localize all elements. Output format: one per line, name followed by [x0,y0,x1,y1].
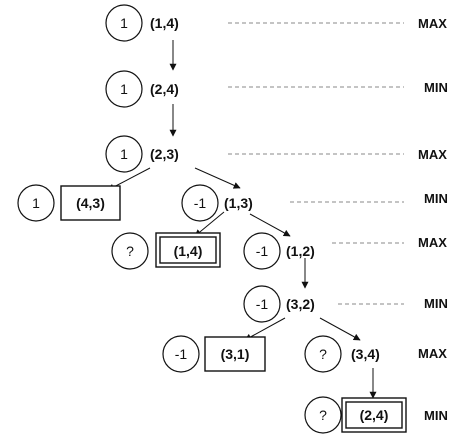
tree-node-repeated: ? (2,4) [304,396,407,434]
node-state: (1,4) [150,15,179,31]
value-circle [304,335,342,373]
tree-node: -1 (3,2) [243,285,315,323]
repeated-state-box-inner [159,236,217,264]
value-circle [243,232,281,270]
tree-node: -1 (1,2) [243,232,315,270]
value-circle [105,4,143,42]
node-value: 1 [32,195,40,211]
level-guides [228,22,404,305]
edge-arrow [194,167,241,189]
tree-node-repeated: ? (1,4) [111,232,221,270]
node-state: (3,1) [221,346,250,362]
node-state: (3,2) [286,296,315,312]
node-state: (2,4) [360,407,389,423]
tree-node-terminal: 1 (4,3) [17,184,121,222]
node-state: (3,4) [351,346,380,362]
value-circle [162,335,200,373]
tree-node: 1 (2,3) [105,135,179,173]
node-value: -1 [194,195,207,211]
terminal-box [204,336,266,372]
level-label: MIN [424,80,448,95]
node-value: -1 [256,243,269,259]
terminal-box [60,185,121,221]
node-value: 1 [120,81,128,97]
value-circle [17,184,55,222]
node-state: (1,3) [224,195,253,211]
value-circle [111,232,149,270]
level-label: MAX [418,235,447,250]
level-label: MAX [418,16,447,31]
value-circle [304,396,342,434]
value-circle [105,135,143,173]
tree-node: ? (3,4) [304,335,380,373]
node-value: ? [126,243,134,259]
tree-edges [107,40,377,399]
node-value: -1 [175,346,188,362]
edge-arrow [249,213,291,237]
value-circle [181,184,219,222]
node-value: 1 [120,15,128,31]
level-label: MIN [424,296,448,311]
node-state: (1,2) [286,243,315,259]
level-labels: MAX MIN MAX MIN MAX MIN MAX MIN [418,16,448,423]
node-state: (2,4) [150,81,179,97]
value-circle [105,70,143,108]
level-label: MAX [418,346,447,361]
edge-arrow [319,317,361,341]
level-label: MIN [424,191,448,206]
edge-arrow [194,211,225,237]
node-value: ? [319,346,327,362]
node-state: (2,3) [150,146,179,162]
node-state: (4,3) [76,195,105,211]
node-value: -1 [256,296,269,312]
level-label: MIN [424,408,448,423]
node-value: ? [319,407,327,423]
level-label: MAX [418,147,447,162]
tree-node-terminal: -1 (3,1) [162,335,266,373]
tree-node: 1 (1,4) [105,4,179,42]
value-circle [243,285,281,323]
tree-node: 1 (2,4) [105,70,179,108]
tree-node: -1 (1,3) [181,184,253,222]
node-value: 1 [120,146,128,162]
repeated-state-box-inner [345,401,403,429]
node-state: (1,4) [174,243,203,259]
